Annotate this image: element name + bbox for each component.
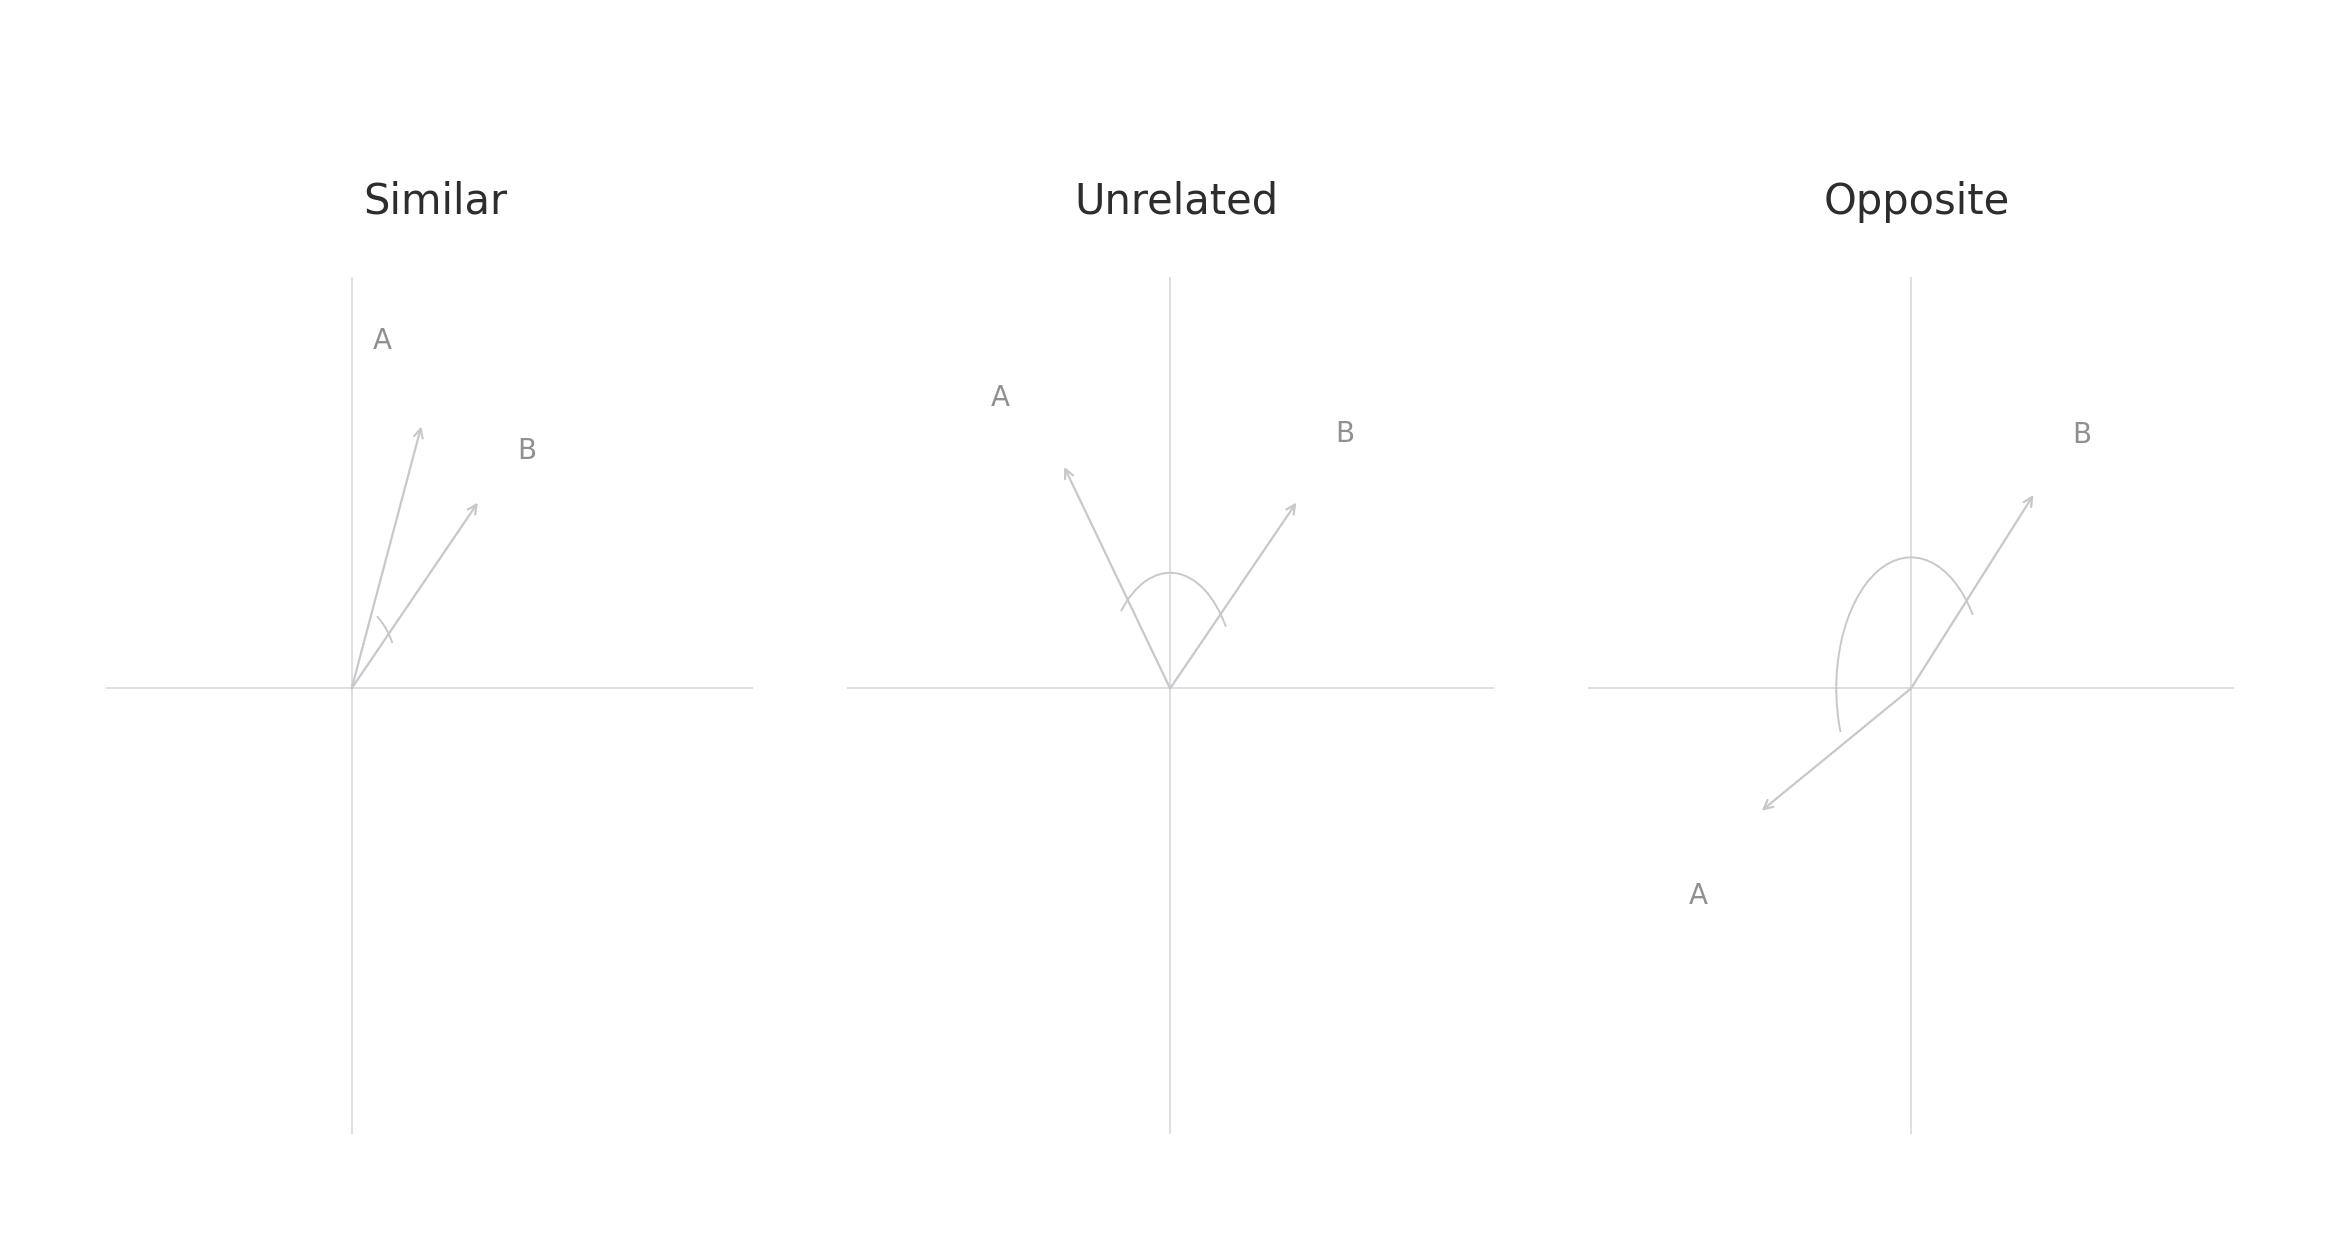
Text: A: A [990, 384, 1011, 412]
Text: Similar: Similar [362, 180, 508, 223]
Text: A: A [1689, 882, 1708, 911]
Text: Unrelated: Unrelated [1075, 180, 1277, 223]
Text: B: B [517, 437, 536, 465]
Text: B: B [1336, 420, 1355, 449]
Text: A: A [372, 326, 393, 355]
Text: B: B [2072, 421, 2091, 449]
Text: Opposite: Opposite [1823, 180, 2011, 223]
